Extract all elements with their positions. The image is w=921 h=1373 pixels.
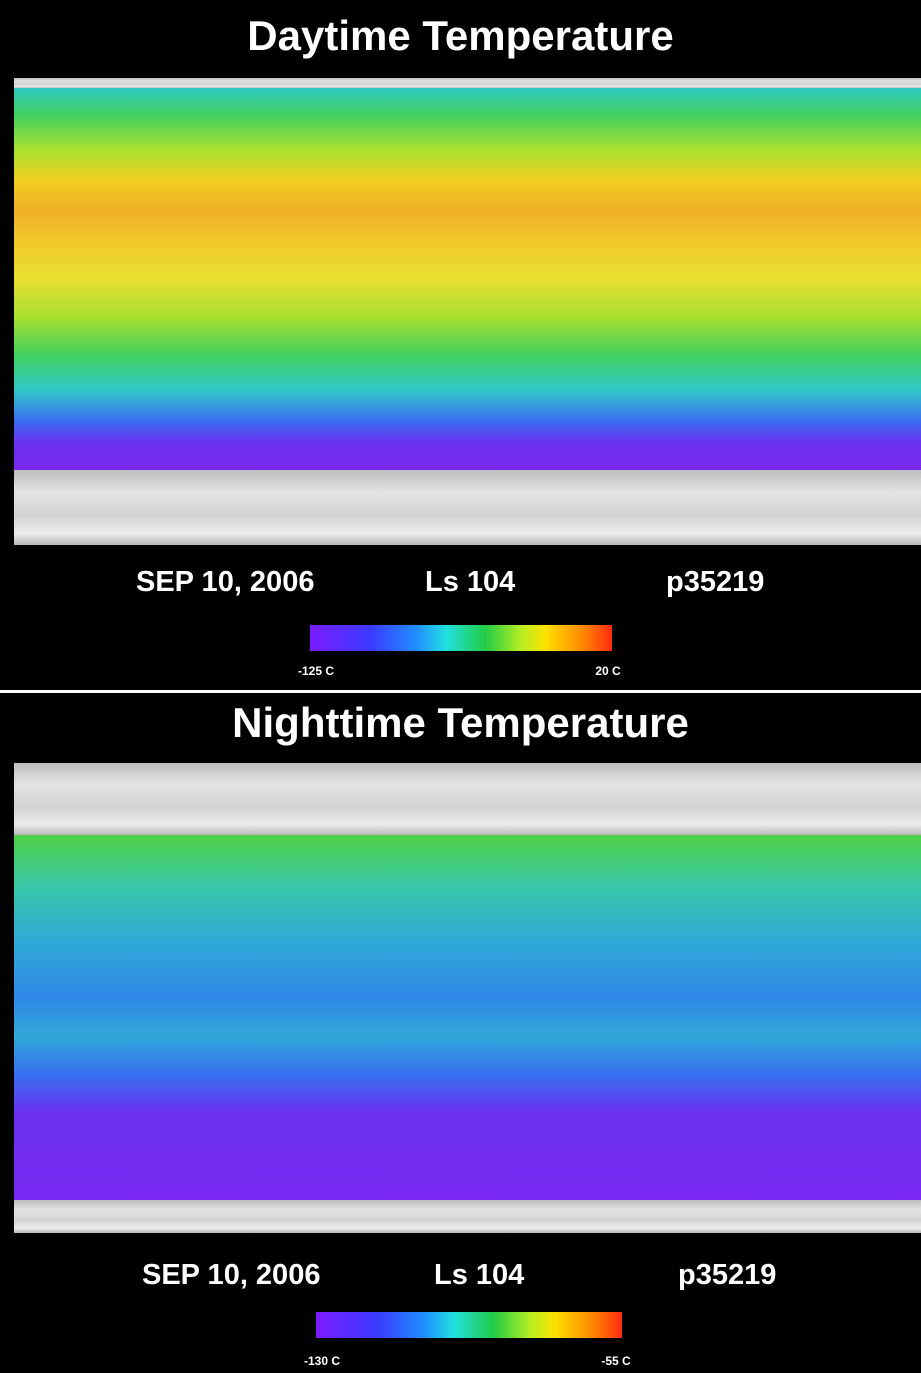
- polar-relief: [14, 763, 921, 835]
- product-id: p35219: [666, 566, 764, 599]
- colorbar-min: -130 C: [304, 1354, 340, 1368]
- product-id: p35219: [678, 1259, 776, 1292]
- polar-relief: [14, 470, 921, 545]
- date: SEP 10, 2006: [142, 1259, 320, 1292]
- polar-relief: [14, 1200, 921, 1233]
- page: {"panels": [ {"title": "Daytime Temperat…: [0, 0, 921, 1373]
- date: SEP 10, 2006: [136, 566, 314, 599]
- solar-longitude: Ls 104: [434, 1259, 524, 1292]
- colorbar-min: -125 C: [298, 664, 334, 678]
- colorbar-max: 20 C: [595, 664, 620, 678]
- colorbar: [316, 1312, 622, 1338]
- temperature-field: [14, 835, 921, 1200]
- colorbar: [310, 625, 612, 651]
- night-map: [14, 763, 921, 1233]
- night-panel: Nighttime Temperature SEP 10, 2006 Ls 10…: [0, 693, 921, 1373]
- colorbar-max: -55 C: [601, 1354, 630, 1368]
- solar-longitude: Ls 104: [425, 566, 515, 599]
- temperature-field: [14, 88, 921, 470]
- day-map: [14, 78, 921, 545]
- day-panel: Daytime Temperature SEP 10, 2006 Ls 104 …: [0, 0, 921, 690]
- panel-title: Daytime Temperature: [0, 12, 921, 60]
- polar-relief: [14, 78, 921, 88]
- panel-title: Nighttime Temperature: [0, 699, 921, 747]
